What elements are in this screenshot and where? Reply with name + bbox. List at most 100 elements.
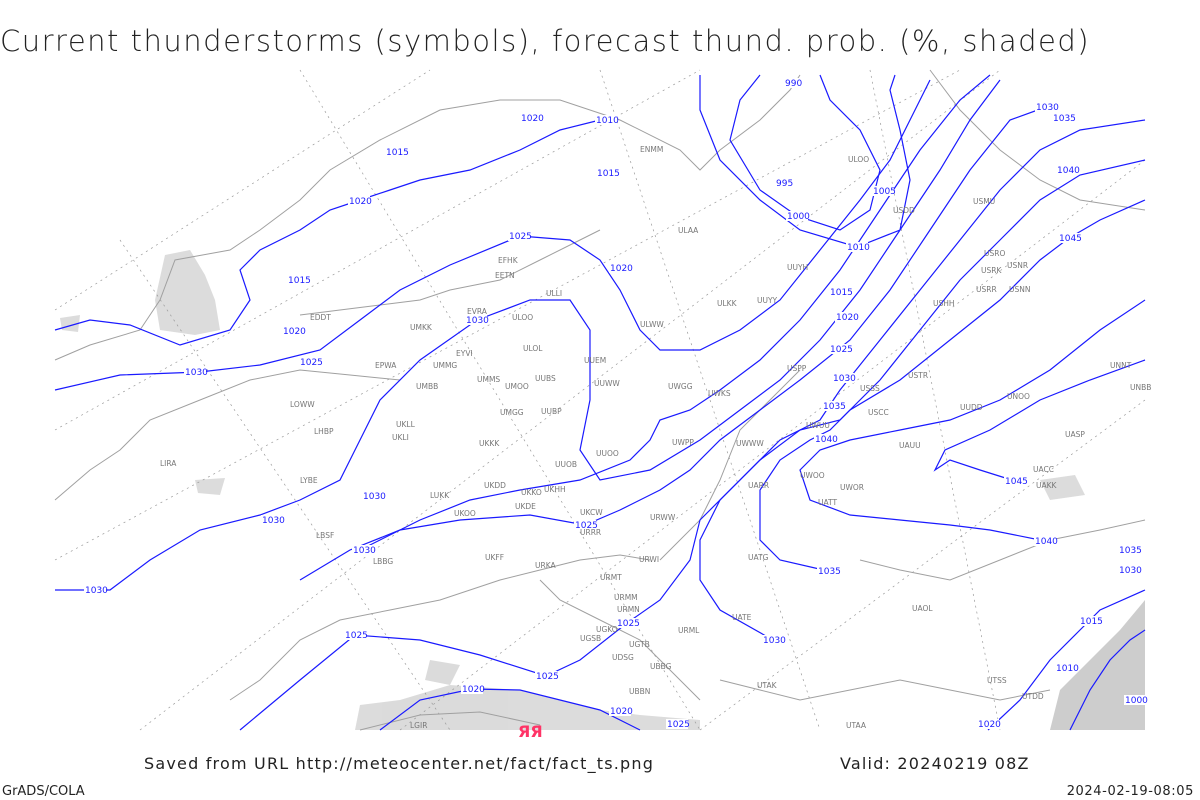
station-label: UTAA xyxy=(846,721,867,730)
station-label: UUWW xyxy=(594,379,620,388)
isobar-label: 1015 xyxy=(288,276,311,286)
station-label: UUEM xyxy=(584,356,606,365)
station-label: USNN xyxy=(1009,285,1030,294)
saved-from-url: Saved from URL http://meteocenter.net/fa… xyxy=(144,754,655,773)
station-label: USRO xyxy=(984,249,1005,258)
station-label: UAKK xyxy=(1036,481,1058,490)
station-label: UKDD xyxy=(484,481,506,490)
isobar-label: 1020 xyxy=(836,313,859,323)
isobar-label: 1020 xyxy=(283,327,306,337)
isobar-label: 1040 xyxy=(1035,537,1058,547)
station-label: UWPP xyxy=(672,438,694,447)
isobar-label: 1000 xyxy=(787,212,810,222)
isobar-label: 1005 xyxy=(873,187,896,197)
isobar-label: 1030 xyxy=(262,516,285,526)
isobar-label: 1020 xyxy=(521,114,544,124)
isobar-label: 1010 xyxy=(847,243,870,253)
station-label: EPWA xyxy=(375,361,397,370)
isobar-label: 1020 xyxy=(978,720,1001,730)
station-label: UDSG xyxy=(612,653,634,662)
isobar-label: 1030 xyxy=(85,586,108,596)
station-label: UUBP xyxy=(541,407,562,416)
isobar-label: 1030 xyxy=(1036,103,1059,113)
station-label: USDD xyxy=(893,206,915,215)
isobar-label: 995 xyxy=(776,179,793,189)
map-title: Current thunderstorms (symbols), forecas… xyxy=(0,24,1091,58)
station-label: UUYY xyxy=(757,296,778,305)
station-label: UUYH xyxy=(787,263,808,272)
station-label: UKKO xyxy=(521,488,542,497)
station-label: UTDD xyxy=(1022,692,1044,701)
isobar-label: 1030 xyxy=(363,492,386,502)
station-label: UNNT xyxy=(1110,361,1132,370)
isobar-label: 1035 xyxy=(1053,114,1076,124)
station-label: UKLL xyxy=(396,420,416,429)
station-label: UMMS xyxy=(477,375,500,384)
isobar-label: 1030 xyxy=(466,316,489,326)
isobar-label: 1015 xyxy=(1080,617,1103,627)
isobar-label: 1040 xyxy=(1057,166,1080,176)
station-label: UGKO xyxy=(596,625,618,634)
isobar-label: 1025 xyxy=(667,720,690,730)
station-label: URWI xyxy=(639,555,659,564)
isobar-label: 1020 xyxy=(610,264,633,274)
station-label: UWWW xyxy=(736,439,764,448)
station-label: UKOO xyxy=(454,509,476,518)
isobar-label: 1015 xyxy=(830,288,853,298)
station-label: UMBB xyxy=(416,382,438,391)
isobar-label: 1030 xyxy=(353,546,376,556)
station-label: USRR xyxy=(976,285,997,294)
station-label: UMGG xyxy=(500,408,524,417)
station-label: URWW xyxy=(650,513,676,522)
station-label: UMKK xyxy=(410,323,433,332)
station-label: URRR xyxy=(580,528,601,537)
isobar-label: 1045 xyxy=(1005,477,1028,487)
station-label: UARR xyxy=(748,481,769,490)
station-label: ENMM xyxy=(640,145,663,154)
station-label: ULOO xyxy=(848,155,869,164)
station-label: UUOO xyxy=(596,449,619,458)
software-credit: GrADS/COLA xyxy=(2,784,85,799)
station-label: LUKK xyxy=(430,491,450,500)
isobar-label: 1010 xyxy=(596,116,619,126)
station-label: UGTB xyxy=(629,640,650,649)
station-label: USHH xyxy=(933,299,955,308)
station-label: UASP xyxy=(1065,430,1085,439)
station-label: UTAK xyxy=(757,681,778,690)
station-label: EVRA xyxy=(467,307,488,316)
probability-shading xyxy=(60,250,1145,730)
station-label: UKFF xyxy=(485,553,504,562)
station-label: UKDE xyxy=(515,502,536,511)
isobar-label: 1025 xyxy=(617,619,640,629)
station-label: UKHH xyxy=(544,485,566,494)
station-label: LOWW xyxy=(290,400,315,409)
station-label: LYBE xyxy=(300,476,318,485)
station-label: UWGG xyxy=(668,382,693,391)
isobar-label: 1030 xyxy=(185,368,208,378)
station-label: UATG xyxy=(748,553,769,562)
station-label: ULLI xyxy=(546,289,562,298)
station-label: UATE xyxy=(732,613,752,622)
station-label: UWOO xyxy=(800,471,825,480)
isobar-label: 1030 xyxy=(1119,566,1142,576)
isobar-label: 1045 xyxy=(1059,234,1082,244)
coastlines-borders xyxy=(54,69,1146,731)
station-label: UACC xyxy=(1033,465,1054,474)
isobar-label: 1035 xyxy=(1119,546,1142,556)
station-label: UWUU xyxy=(806,421,830,430)
station-label: LHBP xyxy=(314,427,334,436)
station-label: UGSB xyxy=(580,634,601,643)
isobar-label: 1030 xyxy=(763,636,786,646)
station-label: UWOR xyxy=(840,483,864,492)
station-label: UKLI xyxy=(392,433,409,442)
station-label: USMU xyxy=(973,197,995,206)
station-label: URML xyxy=(678,626,700,635)
station-label: LIRA xyxy=(160,459,177,468)
thunderstorm-symbol: ЯЯ xyxy=(518,722,543,741)
station-label: UAOL xyxy=(912,604,933,613)
station-label: UTSS xyxy=(987,676,1007,685)
isobar-label: 990 xyxy=(785,79,802,89)
station-label: URMT xyxy=(600,573,622,582)
station-label: USPP xyxy=(787,364,807,373)
station-label: UKKK xyxy=(479,439,500,448)
